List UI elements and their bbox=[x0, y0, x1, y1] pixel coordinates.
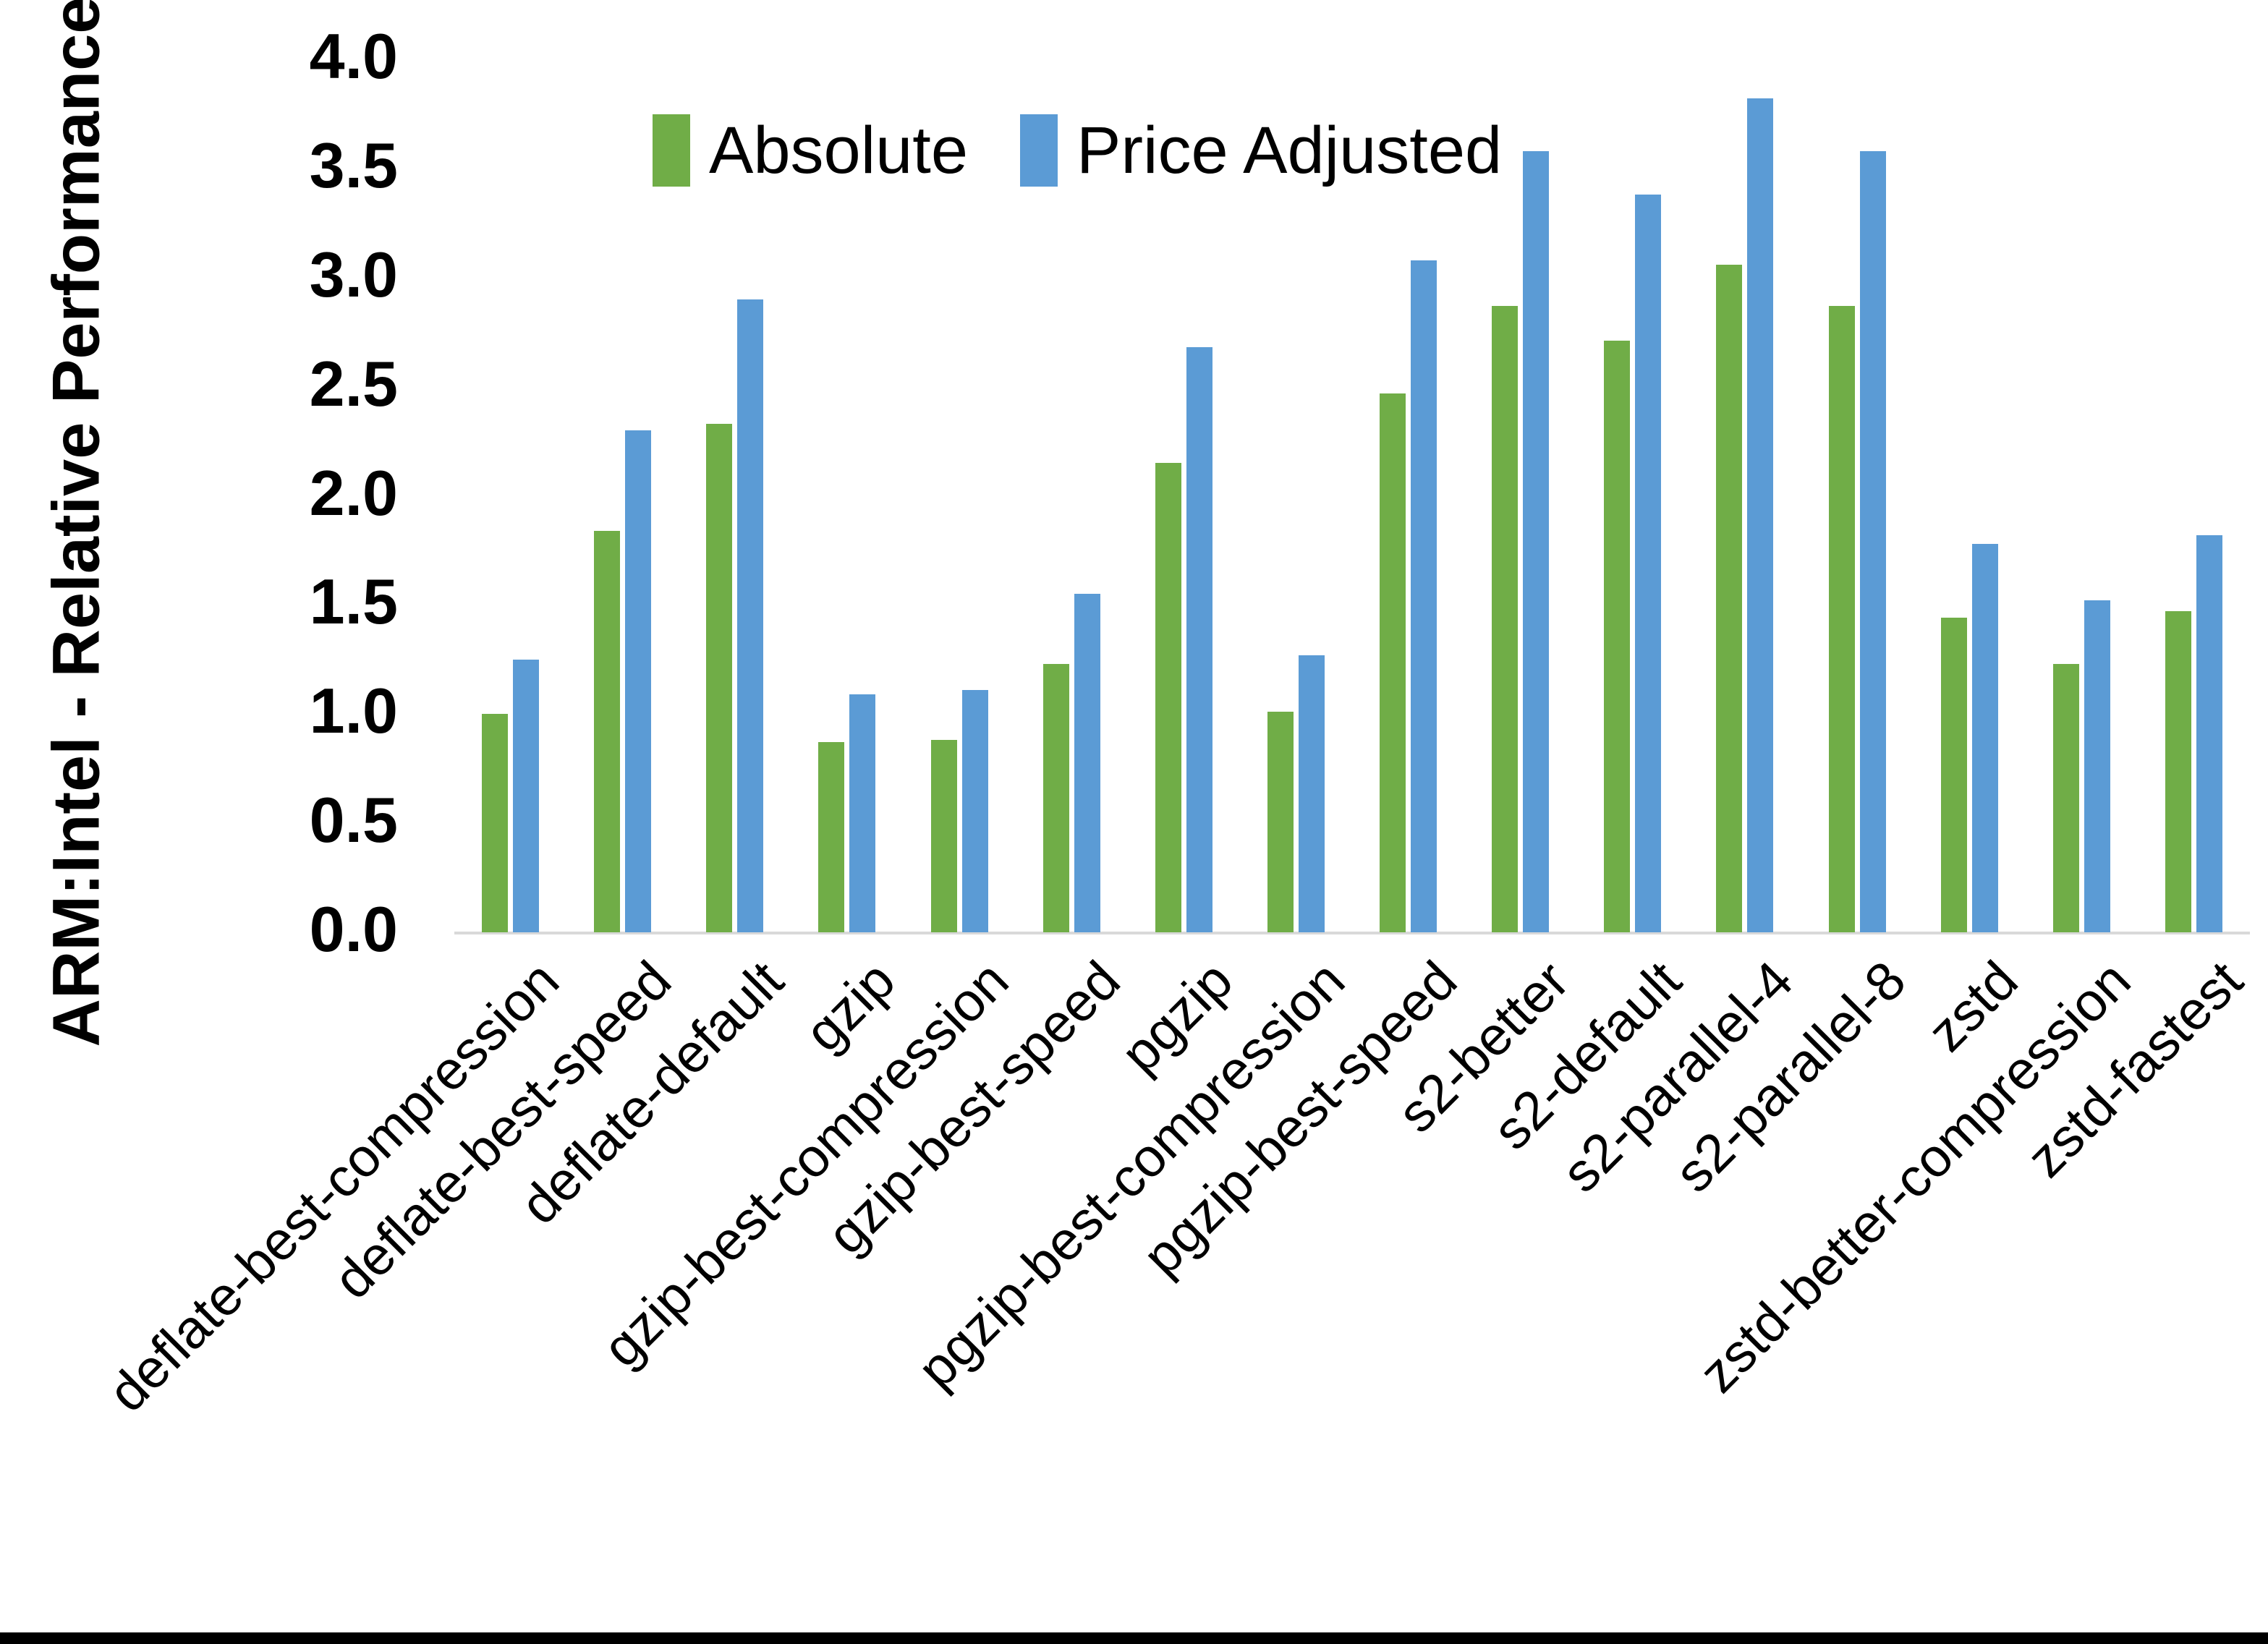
legend-swatch-icon bbox=[653, 114, 690, 187]
x-axis-line bbox=[454, 932, 2250, 934]
bar-absolute-gzip bbox=[818, 742, 844, 932]
bar-absolute-s2-better bbox=[1492, 306, 1518, 932]
bar-absolute-zstd-better-compression bbox=[2053, 664, 2079, 932]
bar-price-adjusted-deflate-best-compression bbox=[513, 660, 539, 932]
bar-price-adjusted-s2-default bbox=[1635, 195, 1661, 932]
bar-absolute-pgzip-best-speed bbox=[1380, 393, 1406, 932]
bar-absolute-gzip-best-compression bbox=[931, 740, 957, 932]
legend-item[interactable]: Absolute bbox=[653, 114, 968, 187]
bar-absolute-pgzip bbox=[1155, 463, 1181, 932]
bar-price-adjusted-pgzip-best-speed bbox=[1411, 260, 1437, 932]
bar-absolute-zstd-fastest bbox=[2165, 611, 2191, 932]
bar-price-adjusted-gzip bbox=[849, 694, 875, 932]
y-axis-title: ARM:Intel - Relative Performance bbox=[39, 0, 114, 1047]
y-tick-label: 2.5 bbox=[309, 347, 398, 419]
y-tick-label: 3.5 bbox=[309, 129, 398, 201]
bar-price-adjusted-s2-parallel-4 bbox=[1747, 98, 1773, 932]
y-tick-label: 0.0 bbox=[309, 893, 398, 965]
bar-price-adjusted-deflate-best-speed bbox=[625, 430, 651, 932]
y-tick-label: 1.0 bbox=[309, 675, 398, 747]
bar-absolute-deflate-best-compression bbox=[482, 714, 508, 932]
legend-label: Price Adjusted bbox=[1076, 114, 1503, 187]
bar-price-adjusted-zstd-better-compression bbox=[2084, 600, 2110, 932]
bar-absolute-pgzip-best-compression bbox=[1267, 712, 1294, 932]
y-tick-label: 2.0 bbox=[309, 456, 398, 529]
bar-absolute-deflate-default bbox=[706, 424, 732, 932]
legend-item[interactable]: Price Adjusted bbox=[1020, 114, 1502, 187]
bar-absolute-s2-parallel-8 bbox=[1829, 306, 1855, 932]
bar-price-adjusted-gzip-best-compression bbox=[962, 690, 988, 932]
y-tick-label: 3.0 bbox=[309, 238, 398, 310]
legend-label: Absolute bbox=[709, 114, 969, 187]
x-category-label: deflate-best-compression bbox=[96, 949, 571, 1423]
bar-price-adjusted-zstd bbox=[1972, 544, 1998, 932]
bar-price-adjusted-pgzip bbox=[1186, 347, 1212, 932]
bottom-border bbox=[0, 1632, 2268, 1644]
bar-absolute-deflate-best-speed bbox=[594, 531, 620, 932]
bar-price-adjusted-s2-parallel-8 bbox=[1860, 151, 1886, 932]
bar-price-adjusted-deflate-default bbox=[737, 299, 763, 932]
bar-price-adjusted-gzip-best-speed bbox=[1074, 594, 1100, 932]
bar-absolute-gzip-best-speed bbox=[1043, 664, 1069, 932]
legend-swatch-icon bbox=[1020, 114, 1058, 187]
bar-price-adjusted-pgzip-best-compression bbox=[1299, 655, 1325, 932]
bar-price-adjusted-zstd-fastest bbox=[2196, 535, 2222, 932]
y-tick-label: 0.5 bbox=[309, 784, 398, 856]
bar-absolute-zstd bbox=[1941, 618, 1967, 932]
bar-absolute-s2-default bbox=[1604, 341, 1630, 932]
bar-price-adjusted-s2-better bbox=[1523, 151, 1549, 932]
y-tick-label: 1.5 bbox=[309, 566, 398, 638]
y-tick-label: 4.0 bbox=[309, 20, 398, 92]
legend: Absolute Price Adjusted bbox=[653, 114, 1502, 187]
bar-absolute-s2-parallel-4 bbox=[1716, 265, 1742, 932]
